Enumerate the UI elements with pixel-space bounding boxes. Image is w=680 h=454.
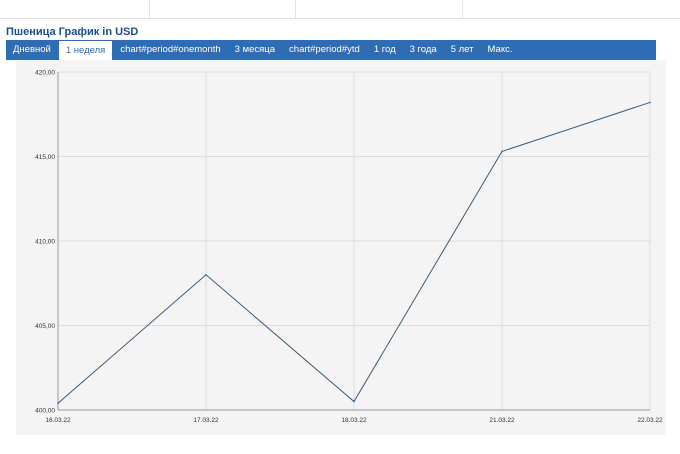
tab-1[interactable]: Дневной xyxy=(13,44,51,55)
x-tick-label: 16.03.22 xyxy=(45,417,71,424)
data-point xyxy=(501,150,503,153)
tab-7[interactable]: 3 года xyxy=(409,44,437,55)
period-tabs: Дневной 1 неделя chart#period#onemonth 3 ме… xyxy=(6,40,656,60)
data-point xyxy=(649,101,651,104)
data-point xyxy=(57,402,59,405)
chart-title: Пшеница График in USD xyxy=(6,26,139,38)
x-tick-label: 22.03.22 xyxy=(637,417,663,424)
y-tick-label: 400,00 xyxy=(35,408,55,415)
data-point xyxy=(205,274,207,276)
x-tick-label: 18.03.22 xyxy=(341,417,367,424)
top-strip-cell xyxy=(296,0,463,18)
tab-4[interactable]: 3 месяца xyxy=(234,44,276,55)
x-tick-label: 21.03.22 xyxy=(489,417,515,424)
tab-8[interactable]: 5 лет xyxy=(450,44,474,55)
tab-2[interactable]: 1 неделя xyxy=(57,40,114,60)
line-chart: 400,00 405,00 410,00 415,00 420,00 16.03.22 17… xyxy=(35,70,663,425)
top-strip-cell xyxy=(0,0,150,18)
top-strip-cell xyxy=(463,0,680,18)
top-strip-cell xyxy=(150,0,296,18)
y-tick-label: 420,00 xyxy=(35,70,55,77)
x-tick-label: 17.03.22 xyxy=(193,417,219,424)
tab-6[interactable]: 1 год xyxy=(373,44,396,55)
tab-3[interactable]: chart#period#onemonth xyxy=(120,44,221,55)
y-tick-label: 405,00 xyxy=(35,323,55,330)
y-tick-label: 415,00 xyxy=(35,154,55,161)
chart-area: 400,00 405,00 410,00 415,00 420,00 16.03.22 17… xyxy=(16,60,666,435)
tab-9[interactable]: Макс. xyxy=(487,44,513,55)
top-strip xyxy=(0,0,680,19)
y-tick-label: 410,00 xyxy=(35,239,55,246)
data-point xyxy=(353,400,355,403)
tab-5[interactable]: chart#period#ytd xyxy=(289,44,360,55)
